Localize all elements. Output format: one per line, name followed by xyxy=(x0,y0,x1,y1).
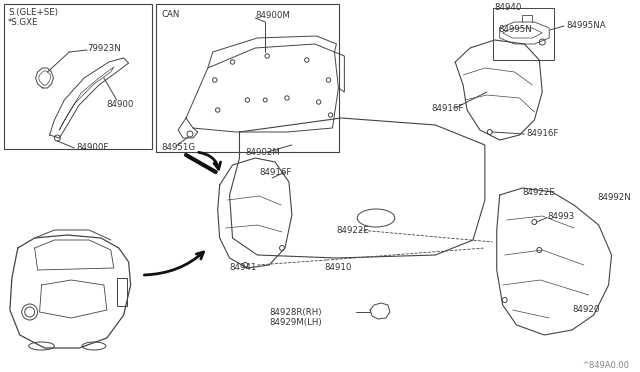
Text: 84993: 84993 xyxy=(547,212,575,221)
Text: 84910: 84910 xyxy=(324,263,352,273)
Text: S.(GLE+SE): S.(GLE+SE) xyxy=(8,7,58,16)
Text: 84900M: 84900M xyxy=(255,10,290,19)
Text: CAN: CAN xyxy=(161,10,180,19)
Text: 84940: 84940 xyxy=(495,3,522,12)
Text: 84920: 84920 xyxy=(572,305,599,314)
Text: 84995N: 84995N xyxy=(499,25,532,33)
Text: 79923N: 79923N xyxy=(87,44,121,52)
Text: 84995NA: 84995NA xyxy=(566,20,605,29)
Bar xyxy=(156,4,339,152)
Text: 84916F: 84916F xyxy=(431,103,464,112)
Bar xyxy=(4,4,152,149)
Text: 84916F: 84916F xyxy=(259,167,292,176)
Text: *S.GXE: *S.GXE xyxy=(8,17,38,26)
Text: 84916F: 84916F xyxy=(527,128,559,138)
Bar xyxy=(493,8,554,60)
Text: 84902M: 84902M xyxy=(245,148,280,157)
Text: 84992N: 84992N xyxy=(598,192,632,202)
Text: 84951G: 84951G xyxy=(161,142,195,151)
Text: 84900: 84900 xyxy=(107,99,134,109)
Text: 84929M(LH): 84929M(LH) xyxy=(269,317,322,327)
Text: 84922E: 84922E xyxy=(522,187,556,196)
Text: 84900F: 84900F xyxy=(76,142,109,151)
Text: 84941: 84941 xyxy=(230,263,257,273)
Text: 84928R(RH): 84928R(RH) xyxy=(269,308,322,317)
Bar xyxy=(116,278,127,306)
Text: ^849A0.00: ^849A0.00 xyxy=(582,360,629,369)
Text: 84922E: 84922E xyxy=(337,225,369,234)
